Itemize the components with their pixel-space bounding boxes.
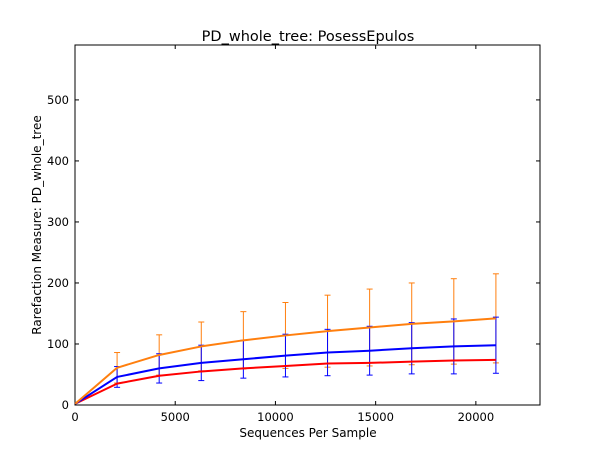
- chart-title: PD_whole_tree: PosessEpulos: [202, 29, 415, 45]
- y-axis-label: Rarefaction Measure: PD_whole_tree: [30, 115, 44, 334]
- x-tick-label-0: 0: [71, 410, 78, 424]
- x-axis-label: Sequences Per Sample: [239, 426, 376, 440]
- plot-frame: [74, 44, 541, 406]
- series-0-line: [74, 317, 496, 405]
- plot-area: 0 5000 10000 15000 20000 0 100 200 300 400 500: [47, 44, 541, 424]
- y-tick-label-5: 500: [47, 93, 69, 107]
- series-1-line: [74, 344, 496, 405]
- y-tick-label-3: 300: [47, 215, 69, 229]
- x-tick-label-2: 10000: [257, 410, 294, 424]
- x-tick-label-1: 5000: [161, 410, 190, 424]
- x-tick-label-3: 15000: [357, 410, 394, 424]
- y-tick-label-2: 200: [47, 276, 69, 290]
- x-tick-label-4: 20000: [458, 410, 495, 424]
- series-2-line: [74, 358, 496, 405]
- y-tick-label-0: 0: [62, 398, 69, 412]
- y-tick-label-4: 400: [47, 154, 69, 168]
- y-tick-label-1: 100: [47, 337, 69, 351]
